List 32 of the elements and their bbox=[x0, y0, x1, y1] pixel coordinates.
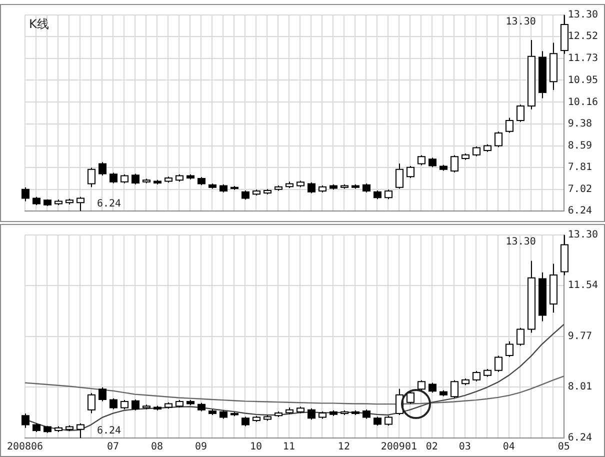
x-tick-label: 200901 bbox=[380, 442, 417, 453]
x-tick-label: 09 bbox=[194, 442, 207, 453]
y-tick-label: 8.01 bbox=[568, 382, 592, 393]
y-tick-label: 11.73 bbox=[568, 53, 598, 64]
x-tick-label: 10 bbox=[250, 442, 262, 453]
x-tick-label: 02 bbox=[426, 442, 438, 453]
x-tick-label: 03 bbox=[458, 442, 471, 453]
y-tick-label: 11.54 bbox=[568, 280, 598, 292]
y-tick-label: 12.52 bbox=[568, 31, 598, 42]
y-tick-label: 13.30 bbox=[568, 10, 598, 21]
chart-title: K线 bbox=[29, 17, 49, 32]
x-tick-label: 11 bbox=[282, 442, 295, 453]
x-tick-label: 200806 bbox=[6, 442, 44, 453]
y-tick-label: 9.38 bbox=[568, 118, 592, 130]
y-tick-label: 6.24 bbox=[568, 432, 592, 444]
y-tick-label: 10.95 bbox=[568, 74, 598, 86]
y-tick-label: 10.16 bbox=[568, 96, 598, 108]
y-tick-label: 9.77 bbox=[568, 331, 592, 342]
y-tick-label: 6.24 bbox=[568, 206, 592, 217]
x-tick-label: 12 bbox=[338, 442, 350, 453]
y-tick-label: 7.02 bbox=[568, 184, 592, 195]
x-tick-label: 04 bbox=[502, 442, 515, 453]
annotation: 13.30 bbox=[506, 236, 536, 248]
y-tick-label: 13.30 bbox=[568, 230, 598, 241]
x-tick-label: 05 bbox=[558, 442, 570, 453]
y-tick-label: 8.59 bbox=[568, 140, 592, 152]
annotation: 6.24 bbox=[96, 198, 122, 210]
y-tick-label: 7.81 bbox=[568, 162, 592, 174]
annotation: 13.30 bbox=[506, 16, 536, 28]
annotation: 6.24 bbox=[96, 426, 122, 437]
x-tick-label: 07 bbox=[106, 442, 120, 453]
x-tick-label: 08 bbox=[150, 442, 163, 453]
